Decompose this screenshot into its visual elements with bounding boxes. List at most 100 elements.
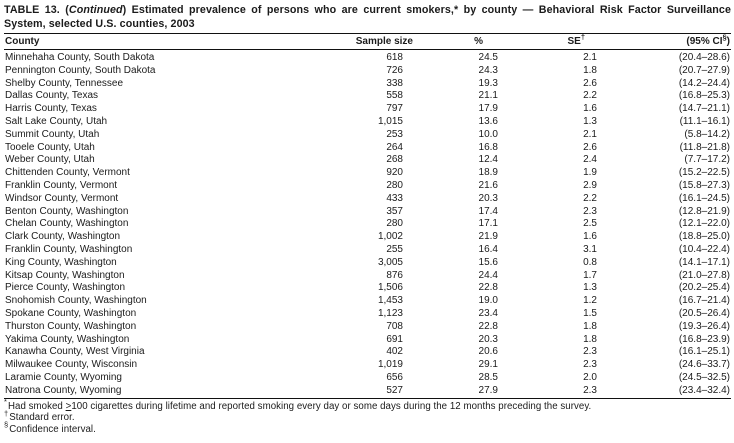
table-body: Minnehaha County, South Dakota 618 24.5 2.1… bbox=[4, 50, 731, 399]
percent-cell: 19.0 bbox=[478, 295, 498, 307]
table-row: Pennington County, South Dakota 726 24.3 1.… bbox=[4, 65, 731, 78]
ci-cell: (16.7–21.4) bbox=[678, 295, 730, 307]
footnotes: *Had smoked >100 cigarettes during lifet… bbox=[4, 398, 731, 436]
prevalence-table: County Sample size % SE† (95% CI§) Minne… bbox=[4, 33, 731, 399]
sample-size-cell: 280 bbox=[386, 179, 403, 191]
ci-cell: (12.8–21.9) bbox=[678, 205, 730, 217]
percent-cell: 24.3 bbox=[478, 64, 498, 76]
sample-size-cell: 797 bbox=[386, 103, 403, 115]
county-cell: Thurston County, Washington bbox=[5, 320, 137, 332]
table-row: Kitsap County, Washington 876 24.4 1.7 (21.0… bbox=[4, 270, 731, 283]
se-cell: 2.6 bbox=[583, 141, 597, 153]
se-cell: 2.3 bbox=[583, 346, 597, 358]
percent-cell: 17.9 bbox=[478, 103, 498, 115]
se-cell: 1.3 bbox=[583, 115, 597, 127]
table-title-rest: ) Estimated prevalence of persons who ar… bbox=[4, 4, 731, 30]
table-header-row: County Sample size % SE† (95% CI§) bbox=[4, 33, 731, 50]
ci-cell: (20.7–27.9) bbox=[678, 64, 730, 76]
county-cell: Snohomish County, Washington bbox=[5, 295, 147, 307]
percent-cell: 18.9 bbox=[478, 167, 498, 179]
table-row: Kanawha County, West Virginia 402 20.6 2.3 (… bbox=[4, 346, 731, 359]
se-cell: 2.2 bbox=[583, 192, 597, 204]
county-cell: Chelan County, Washington bbox=[5, 218, 129, 230]
county-cell: Dallas County, Texas bbox=[5, 90, 99, 102]
col-header-county: County bbox=[4, 33, 304, 50]
percent-cell: 24.5 bbox=[478, 52, 498, 63]
county-cell: Franklin County, Washington bbox=[5, 243, 133, 255]
col-header-percent: % bbox=[413, 33, 498, 50]
county-cell: Shelby County, Tennessee bbox=[5, 77, 124, 89]
ci-cell: (24.5–32.5) bbox=[678, 371, 730, 383]
col-header-ci-close: ) bbox=[726, 36, 730, 47]
ci-cell: (20.5–26.4) bbox=[678, 307, 730, 319]
ci-cell: (16.1–25.1) bbox=[678, 346, 730, 358]
ci-cell: (12.1–22.0) bbox=[678, 218, 730, 230]
percent-cell: 27.9 bbox=[478, 384, 498, 396]
se-cell: 1.9 bbox=[583, 167, 597, 179]
county-cell: Clark County, Washington bbox=[5, 231, 121, 243]
percent-cell: 12.4 bbox=[478, 154, 498, 166]
table-row: Pierce County, Washington 1,506 22.8 1.3 (20… bbox=[4, 282, 731, 295]
col-header-sample-size: Sample size bbox=[304, 33, 413, 50]
table-row: Thurston County, Washington 708 22.8 1.8 (19… bbox=[4, 321, 731, 334]
footnote-text: Had smoked bbox=[7, 400, 66, 412]
sample-size-cell: 3,005 bbox=[377, 256, 403, 268]
table-title-prefix: TABLE 13. ( bbox=[4, 4, 69, 16]
ci-cell: (16.8–25.3) bbox=[678, 90, 730, 102]
footnote-text: 100 cigarettes during lifetime and repor… bbox=[71, 400, 592, 412]
sample-size-cell: 691 bbox=[386, 333, 403, 345]
sample-size-cell: 558 bbox=[386, 90, 403, 102]
county-cell: Windsor County, Vermont bbox=[5, 192, 119, 204]
percent-cell: 16.4 bbox=[478, 243, 498, 255]
col-header-se-label: SE bbox=[567, 36, 581, 47]
ci-cell: (24.6–33.7) bbox=[678, 359, 730, 371]
sample-size-cell: 1,506 bbox=[377, 282, 403, 294]
percent-cell: 23.4 bbox=[478, 307, 498, 319]
percent-cell: 28.5 bbox=[478, 371, 498, 383]
county-cell: Salt Lake County, Utah bbox=[5, 115, 108, 127]
table-row: Tooele County, Utah 264 16.8 2.6 (11.8–21.8) bbox=[4, 142, 731, 155]
percent-cell: 24.4 bbox=[478, 269, 498, 281]
table-row: Spokane County, Washington 1,123 23.4 1.5 (2… bbox=[4, 308, 731, 321]
table-row: Franklin County, Vermont 280 21.6 2.9 (15.8–… bbox=[4, 180, 731, 193]
sample-size-cell: 253 bbox=[386, 128, 403, 140]
table-row: Snohomish County, Washington 1,453 19.0 1.2… bbox=[4, 295, 731, 308]
col-header-se: SE† bbox=[498, 33, 597, 50]
county-cell: Benton County, Washington bbox=[5, 205, 129, 217]
sample-size-cell: 1,002 bbox=[377, 231, 403, 243]
ci-cell: (18.8–25.0) bbox=[678, 231, 730, 243]
table-row: Chelan County, Washington 280 17.1 2.5 (12.1… bbox=[4, 218, 731, 231]
sample-size-cell: 264 bbox=[386, 141, 403, 153]
se-cell: 2.1 bbox=[583, 52, 597, 63]
percent-cell: 15.6 bbox=[478, 256, 498, 268]
ci-cell: (16.1–24.5) bbox=[678, 192, 730, 204]
se-cell: 2.0 bbox=[583, 371, 597, 383]
county-cell: Summit County, Utah bbox=[5, 128, 100, 140]
col-header-ci: (95% CI§) bbox=[597, 33, 731, 50]
table-row: Shelby County, Tennessee 338 19.3 2.6 (14.2–… bbox=[4, 78, 731, 91]
table-row: Natrona County, Wyoming 527 27.9 2.3 (23.4–3… bbox=[4, 385, 731, 398]
sample-size-cell: 726 bbox=[386, 64, 403, 76]
percent-cell: 17.1 bbox=[478, 218, 498, 230]
county-cell: Tooele County, Utah bbox=[5, 141, 95, 153]
table-row: Dallas County, Texas 558 21.1 2.2 (16.8–25.3… bbox=[4, 90, 731, 103]
ci-cell: (23.4–32.4) bbox=[678, 384, 730, 396]
ci-cell: (14.2–24.4) bbox=[678, 77, 730, 89]
se-cell: 1.3 bbox=[583, 282, 597, 294]
sample-size-cell: 527 bbox=[386, 384, 403, 396]
dagger-footnote-mark: † bbox=[4, 408, 9, 418]
percent-cell: 17.4 bbox=[478, 205, 498, 217]
sample-size-cell: 1,019 bbox=[377, 359, 403, 371]
se-cell: 2.1 bbox=[583, 128, 597, 140]
table-title-continued: Continued bbox=[68, 4, 123, 16]
se-cell: 1.6 bbox=[583, 103, 597, 115]
sample-size-cell: 402 bbox=[386, 346, 403, 358]
se-cell: 0.8 bbox=[583, 256, 597, 268]
ci-cell: (14.7–21.1) bbox=[678, 103, 730, 115]
sample-size-cell: 618 bbox=[386, 52, 403, 63]
county-cell: Kitsap County, Washington bbox=[5, 269, 125, 281]
footnote-text: Confidence interval. bbox=[9, 423, 96, 435]
county-cell: Harris County, Texas bbox=[5, 103, 97, 115]
percent-cell: 22.8 bbox=[478, 320, 498, 332]
